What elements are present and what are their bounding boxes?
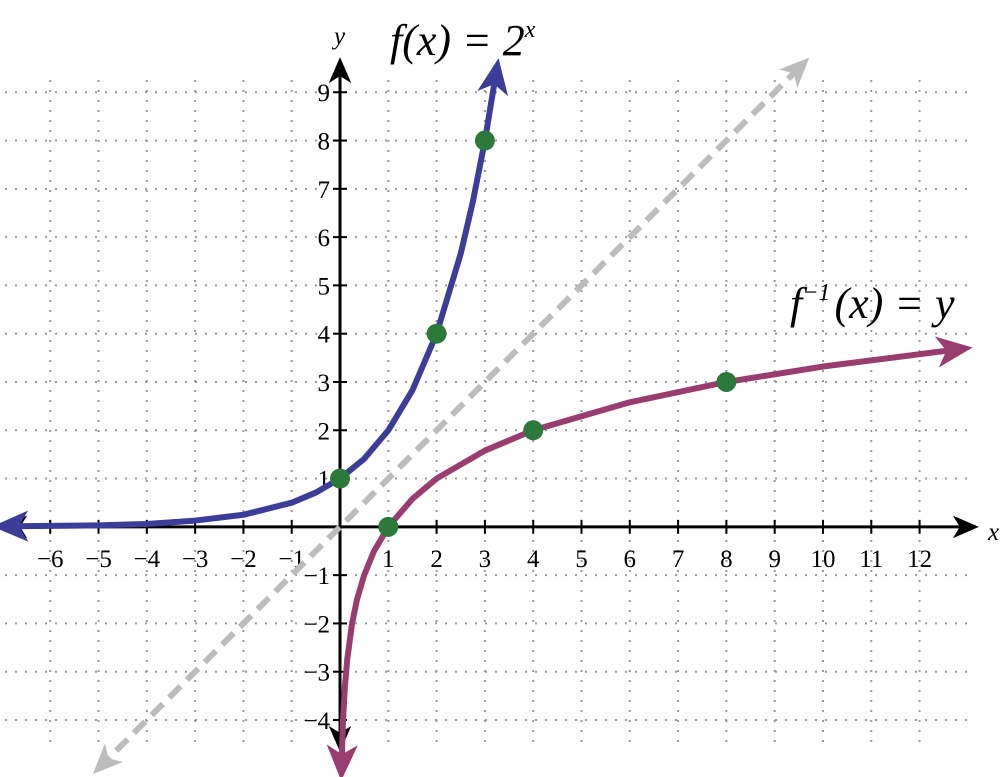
x-tick-label: 11 [859, 546, 883, 573]
y-tick-label: 8 [318, 129, 331, 156]
label-superscript: −1 [802, 280, 830, 306]
label-superscript: x [524, 17, 536, 43]
x-tick-label: −4 [134, 546, 161, 573]
x-tick-label: 3 [479, 546, 492, 573]
point [716, 371, 737, 392]
y-tick-label: 6 [318, 225, 331, 252]
point [330, 468, 351, 489]
y-tick-label: −2 [303, 611, 330, 638]
point [474, 130, 495, 151]
x-tick-label: 5 [575, 546, 588, 573]
y-tick-label: −4 [303, 708, 330, 735]
x-tick-label: 4 [527, 546, 540, 573]
y-tick-label: 5 [318, 273, 331, 300]
x-tick-label: 9 [768, 546, 781, 573]
y-tick-label: 9 [318, 80, 331, 107]
x-tick-label: 12 [907, 546, 932, 573]
point [523, 420, 544, 441]
x-tick-label: 1 [382, 546, 395, 573]
function-label: f(x) = 2x [390, 16, 536, 65]
point [378, 516, 399, 537]
label-text: (x) = y [834, 279, 955, 328]
curve [0, 58, 509, 542]
y-tick-label: 2 [318, 418, 331, 445]
y-tick-label: 7 [318, 177, 331, 204]
reference-line [92, 57, 810, 774]
x-tick-label: −5 [85, 546, 112, 573]
y-tick-label: −3 [303, 660, 330, 687]
x-tick-label: 7 [672, 546, 685, 573]
y-tick-label: −1 [303, 563, 330, 590]
x-tick-label: 6 [624, 546, 637, 573]
y-tick-label: 3 [318, 370, 331, 397]
x-tick-label: −3 [182, 546, 209, 573]
x-axis-label: x [987, 519, 999, 546]
label-text: f(x) = 2 [390, 16, 525, 65]
x-tick-label: −6 [37, 546, 64, 573]
x-tick-label: −2 [230, 546, 257, 573]
function-label: f−1(x) = y [790, 279, 955, 328]
y-axis-label: y [331, 23, 346, 50]
y-tick-label: 4 [318, 322, 331, 349]
point [426, 323, 447, 344]
x-tick-label: 10 [810, 546, 835, 573]
x-tick-label: 2 [430, 546, 443, 573]
x-tick-label: 8 [720, 546, 733, 573]
